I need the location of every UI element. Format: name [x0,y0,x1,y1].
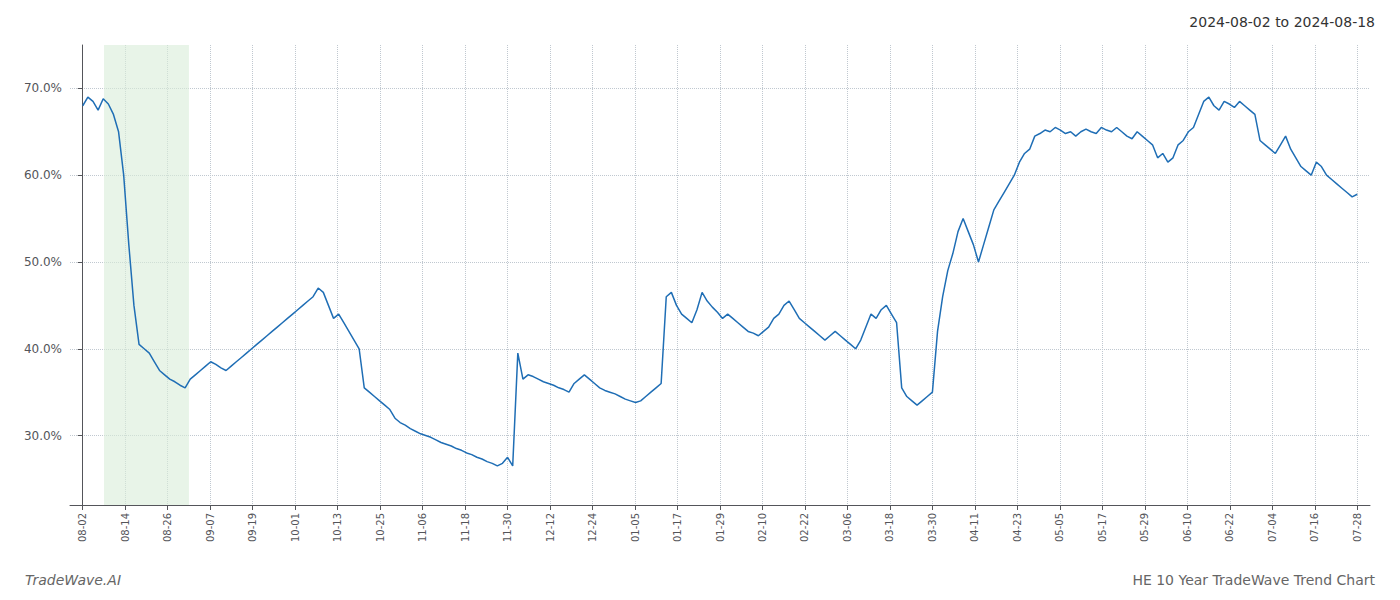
svg-text:01-17: 01-17 [672,513,683,542]
svg-text:05-29: 05-29 [1139,513,1150,542]
svg-text:11-06: 11-06 [417,513,428,542]
svg-text:04-23: 04-23 [1012,513,1023,542]
svg-text:07-28: 07-28 [1352,513,1363,542]
svg-text:08-14: 08-14 [120,513,131,542]
svg-text:06-10: 06-10 [1182,513,1193,542]
svg-text:05-17: 05-17 [1097,513,1108,542]
svg-text:12-12: 12-12 [545,513,556,542]
svg-text:11-18: 11-18 [460,513,471,542]
svg-text:40.0%: 40.0% [24,342,62,356]
svg-text:09-07: 09-07 [205,513,216,542]
svg-text:2024-08-02 to 2024-08-18: 2024-08-02 to 2024-08-18 [1189,14,1375,30]
svg-text:70.0%: 70.0% [24,81,62,95]
svg-text:01-29: 01-29 [715,513,726,542]
svg-text:10-25: 10-25 [375,513,386,542]
svg-text:02-10: 02-10 [757,513,768,542]
svg-text:04-11: 04-11 [969,513,980,542]
svg-text:02-22: 02-22 [799,513,810,542]
svg-text:08-02: 08-02 [77,513,88,542]
svg-text:TradeWave.AI: TradeWave.AI [25,572,121,588]
svg-text:05-05: 05-05 [1054,513,1065,542]
svg-text:30.0%: 30.0% [24,429,62,443]
svg-text:08-26: 08-26 [162,513,173,542]
svg-text:03-18: 03-18 [884,513,895,542]
svg-text:03-30: 03-30 [927,513,938,542]
svg-text:03-06: 03-06 [842,513,853,542]
svg-text:10-13: 10-13 [332,513,343,542]
svg-text:50.0%: 50.0% [24,255,62,269]
svg-text:01-05: 01-05 [630,513,641,542]
svg-text:09-19: 09-19 [247,513,258,542]
svg-text:11-30: 11-30 [502,513,513,542]
svg-text:60.0%: 60.0% [24,168,62,182]
svg-text:HE 10 Year TradeWave Trend Cha: HE 10 Year TradeWave Trend Chart [1132,572,1375,588]
svg-text:06-22: 06-22 [1224,513,1235,542]
svg-text:07-16: 07-16 [1309,513,1320,542]
svg-text:12-24: 12-24 [587,513,598,542]
svg-text:10-01: 10-01 [290,513,301,542]
svg-text:07-04: 07-04 [1267,513,1278,542]
